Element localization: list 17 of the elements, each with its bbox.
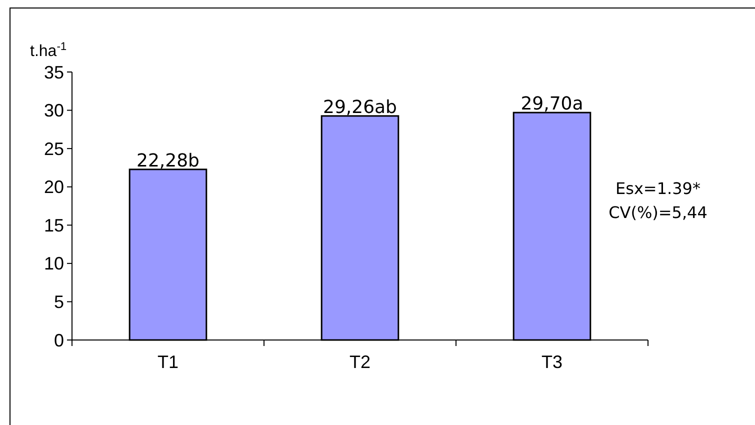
data-label: 29,26ab (323, 96, 397, 118)
y-tick-label: 15 (44, 215, 64, 236)
y-tick-label: 30 (44, 100, 64, 121)
x-tick-label: T1 (157, 352, 179, 372)
y-tick-label: 10 (44, 254, 64, 274)
y-tick-label: 5 (54, 292, 64, 312)
x-tick-label: T2 (349, 352, 371, 372)
y-axis-title: t.ha$^{-1}$ (30, 41, 67, 60)
x-tick-label: T3 (541, 352, 563, 372)
annotation: Esx=1.39* (616, 179, 700, 198)
data-label: 22,28b (136, 150, 200, 172)
y-tick-label: 0 (54, 330, 64, 350)
y-tick-label: 35 (44, 62, 64, 82)
y-tick-label: 20 (44, 177, 64, 198)
y-tick-label: 25 (44, 138, 64, 159)
data-label: 29,70a (520, 94, 584, 115)
annotation: CV(%)=5,44 (608, 203, 708, 222)
